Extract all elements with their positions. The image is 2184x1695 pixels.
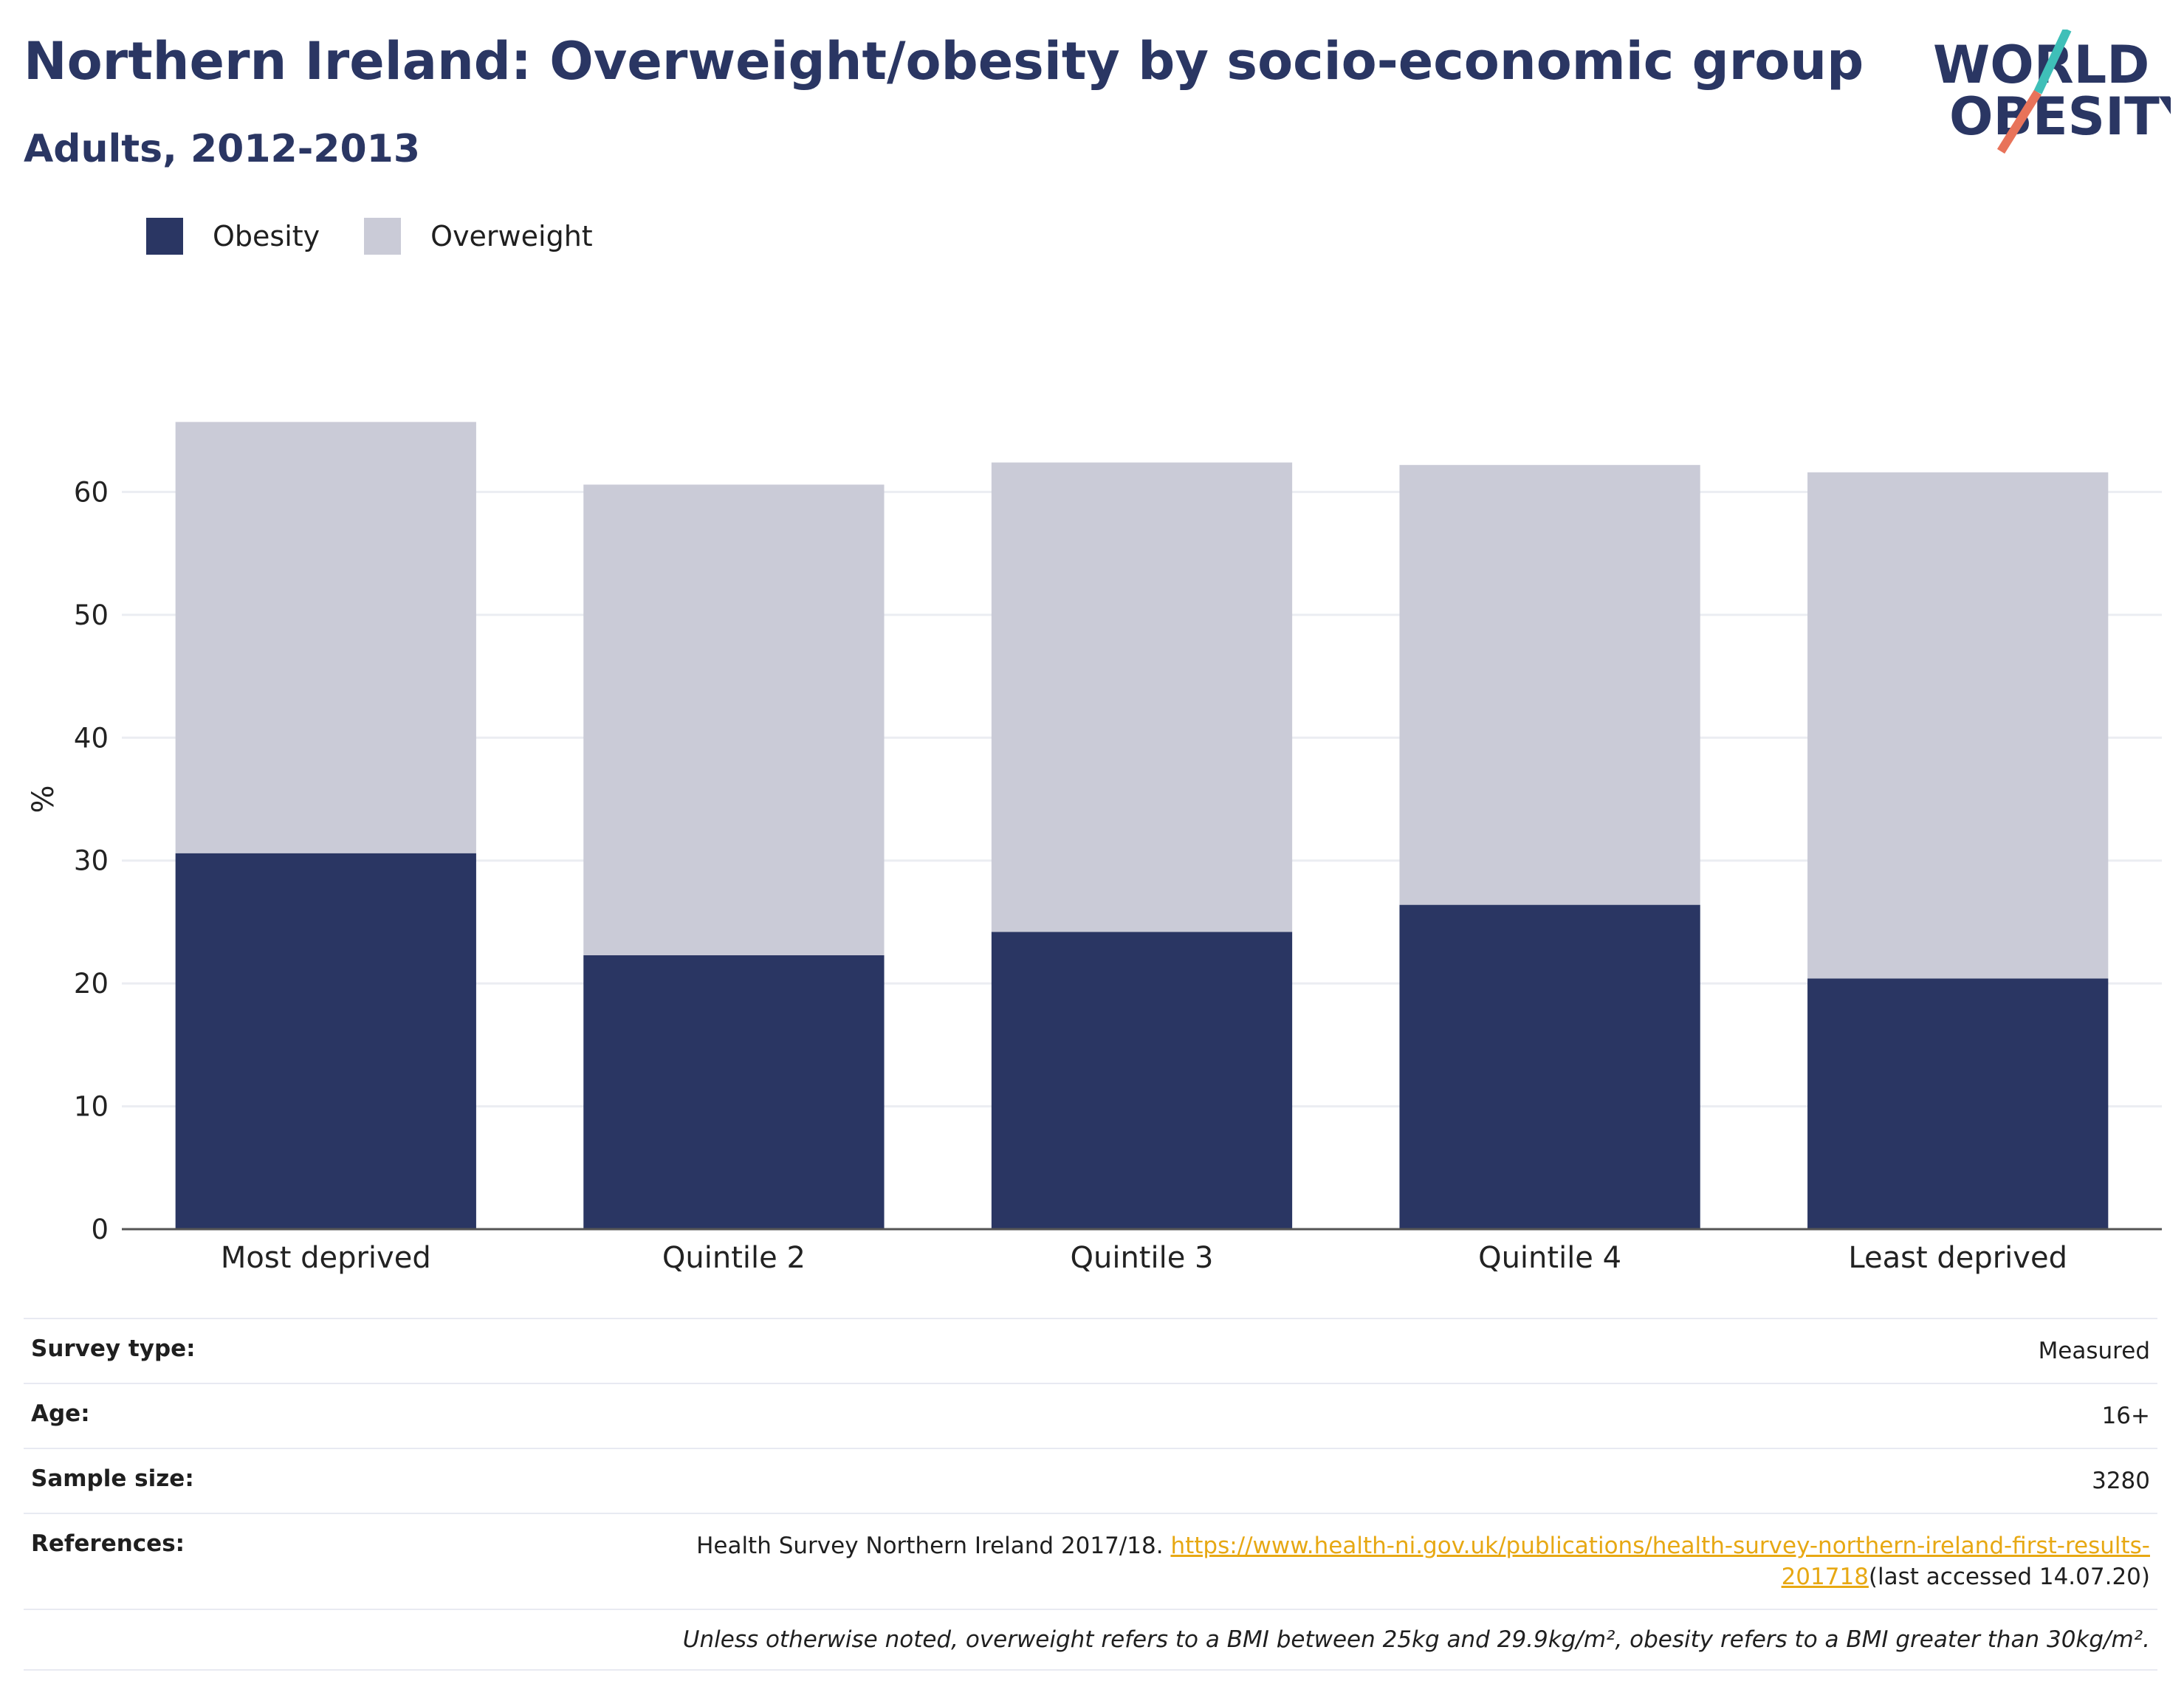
bar-obesity-5 — [1807, 978, 2109, 1229]
x-tick-label-5: Least deprived — [1848, 1241, 2067, 1275]
logo-text-obesity: OBESITY — [1949, 86, 2171, 147]
references-link-part1[interactable]: https://www.health-ni.gov.uk/publication… — [1170, 1533, 2150, 1559]
age-label: Age: — [31, 1400, 90, 1427]
x-tick-label-3: Quintile 3 — [1071, 1241, 1214, 1275]
x-tick-label-2: Quintile 2 — [662, 1241, 806, 1275]
chart-legend: Obesity Overweight — [146, 218, 637, 255]
chart-subtitle: Adults, 2012-2013 — [24, 127, 421, 171]
survey-type-label: Survey type: — [31, 1335, 196, 1362]
references-suffix: (last accessed 14.07.20) — [1868, 1564, 2150, 1590]
info-row-survey-type: Survey type: Measured — [24, 1318, 2157, 1383]
references-value: Health Survey Northern Ireland 2017/18. … — [696, 1530, 2150, 1592]
x-tick-label-1: Most deprived — [221, 1241, 431, 1275]
stacked-bar-chart: 0 10 20 30 40 50 60% Most deprived Quintile 2 Qui… — [27, 422, 2162, 1275]
bar-obesity-3 — [991, 932, 1293, 1229]
bar-overweight-2 — [583, 484, 885, 955]
references-text: Health Survey Northern Ireland 2017/18. — [696, 1533, 1171, 1559]
y-tick-label-40: 40 — [74, 722, 109, 754]
logo-slash-teal — [2033, 30, 2072, 94]
bar-overweight-1 — [175, 422, 476, 853]
bar-obesity-2 — [583, 955, 885, 1229]
chart-title: Northern Ireland: Overweight/obesity by … — [24, 31, 1864, 92]
y-tick-label-30: 30 — [74, 845, 109, 877]
bar-obesity-1 — [175, 853, 476, 1229]
bar-overweight-3 — [991, 462, 1293, 932]
references-label: References: — [31, 1530, 185, 1557]
logo-slash-coral — [1996, 89, 2042, 154]
y-tick-label-60: 60 — [74, 476, 109, 508]
x-tick-label-4: Quintile 4 — [1478, 1241, 1621, 1275]
bar-overweight-5 — [1807, 472, 2109, 979]
legend-item-overweight[interactable]: Overweight — [364, 218, 593, 255]
info-row-references: References: Health Survey Northern Irela… — [24, 1513, 2157, 1609]
y-tick-label-20: 20 — [74, 968, 109, 1000]
info-row-note: Unless otherwise noted, overweight refer… — [24, 1609, 2157, 1671]
sample-size-value: 3280 — [2092, 1468, 2150, 1494]
age-value: 16+ — [2101, 1403, 2150, 1429]
legend-label-obesity: Obesity — [213, 220, 320, 252]
legend-item-obesity[interactable]: Obesity — [146, 218, 320, 255]
legend-swatch-overweight — [364, 218, 402, 255]
legend-label-overweight: Overweight — [430, 220, 593, 252]
sample-size-label: Sample size: — [31, 1465, 194, 1492]
y-tick-label-0: 0 — [91, 1214, 109, 1245]
world-obesity-logo: WORLD OBESITY — [1933, 30, 2171, 154]
info-row-sample-size: Sample size: 3280 — [24, 1448, 2157, 1513]
y-tick-label-10: 10 — [74, 1091, 109, 1123]
bar-obesity-4 — [1399, 904, 1700, 1229]
y-axis-label: % — [27, 785, 61, 813]
bmi-definition-note: Unless otherwise noted, overweight refer… — [682, 1626, 2150, 1653]
references-link-part2[interactable]: 201718 — [1781, 1564, 1869, 1590]
survey-info-table: Survey type: Measured Age: 16+ Sample si… — [24, 1318, 2157, 1671]
y-tick-label-50: 50 — [74, 599, 109, 631]
bar-overweight-4 — [1399, 464, 1700, 905]
references-link[interactable]: https://www.health-ni.gov.uk/publication… — [1170, 1533, 2150, 1590]
legend-swatch-obesity — [146, 218, 183, 255]
survey-type-value: Measured — [2038, 1338, 2150, 1364]
info-row-age: Age: 16+ — [24, 1383, 2157, 1448]
